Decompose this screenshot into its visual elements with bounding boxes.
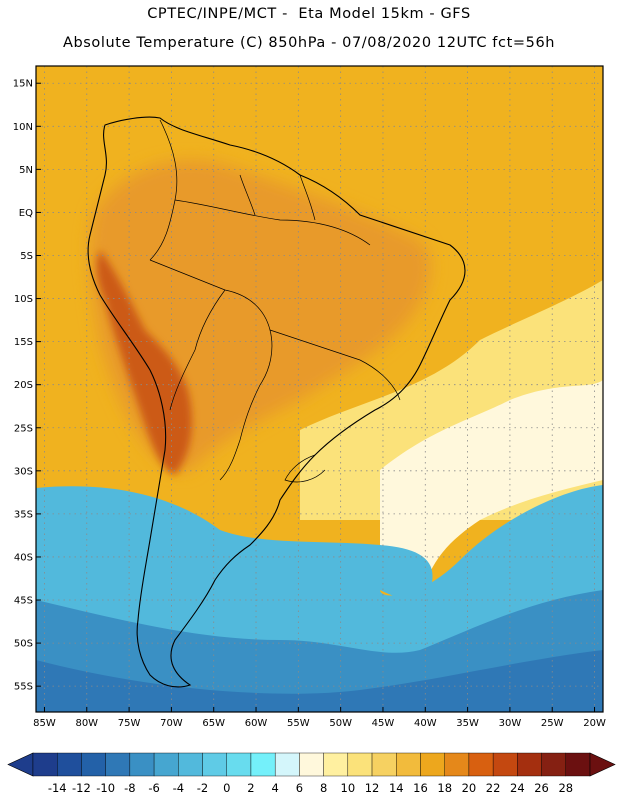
lon-label: 35W bbox=[456, 718, 479, 729]
lat-label: 35S bbox=[14, 509, 33, 520]
colorbar-under-arrow bbox=[7, 752, 34, 777]
lon-label: 65W bbox=[202, 718, 225, 729]
lat-label: 50S bbox=[14, 639, 33, 650]
colorbar-level-label: -6 bbox=[148, 781, 159, 795]
colorbar-level-label: 10 bbox=[341, 781, 356, 795]
colorbar-box bbox=[517, 752, 542, 777]
colorbar-level-label: 26 bbox=[534, 781, 549, 795]
lat-label: 20S bbox=[14, 380, 33, 391]
lon-label: 25W bbox=[541, 718, 564, 729]
lon-label: 50W bbox=[329, 718, 352, 729]
lon-label: 30W bbox=[499, 718, 522, 729]
colorbar-box bbox=[57, 752, 82, 777]
colorbar: -14 -12 -10 -8 -6 -4 -2 0 2 4 6 8 10 12 14 16 18 20 22 24 26… bbox=[7, 752, 616, 795]
colorbar-box bbox=[32, 752, 58, 777]
colorbar-level-label: 22 bbox=[486, 781, 501, 795]
colorbar-level-label: -8 bbox=[124, 781, 135, 795]
colorbar-box bbox=[226, 752, 252, 777]
lon-label: 85W bbox=[33, 718, 56, 729]
title-line-1: CPTEC/INPE/MCT - Eta Model 15km - GFS bbox=[147, 6, 471, 22]
colorbar-box bbox=[444, 752, 470, 777]
temperature-field bbox=[36, 66, 603, 712]
colorbar-level-label: 28 bbox=[558, 781, 573, 795]
lat-label: 10N bbox=[13, 122, 33, 133]
field-pale-band bbox=[380, 380, 603, 600]
lon-label: 80W bbox=[75, 718, 98, 729]
colorbar-level-label: 24 bbox=[510, 781, 525, 795]
lon-label: 60W bbox=[245, 718, 268, 729]
lat-label: 5N bbox=[19, 165, 33, 176]
colorbar-boxes bbox=[7, 752, 616, 777]
colorbar-box bbox=[105, 752, 131, 777]
colorbar-over-arrow bbox=[589, 752, 616, 777]
title-line-2: Absolute Temperature (C) 850hPa - 07/08/… bbox=[62, 35, 556, 51]
lon-label: 55W bbox=[287, 718, 310, 729]
colorbar-level-label: -12 bbox=[72, 781, 91, 795]
colorbar-box bbox=[396, 752, 421, 777]
colorbar-box bbox=[299, 752, 324, 777]
colorbar-box bbox=[153, 752, 179, 777]
colorbar-box bbox=[129, 752, 155, 777]
colorbar-labels: -14 -12 -10 -8 -6 -4 -2 0 2 4 6 8 10 12 14 16 18 20 22 24 26… bbox=[48, 781, 573, 795]
colorbar-level-label: 6 bbox=[296, 781, 303, 795]
latitude-labels: 15N 10N 5N EQ 5S 10S 15S 20S 25S 30S 35S 40S 45S 50S 5… bbox=[13, 79, 41, 693]
lat-label: 45S bbox=[14, 596, 33, 607]
lon-label: 75W bbox=[118, 718, 141, 729]
lon-label: 20W bbox=[583, 718, 606, 729]
lat-label: 15S bbox=[14, 337, 33, 348]
south-america-coastline bbox=[87, 116, 466, 688]
colorbar-box bbox=[178, 752, 203, 777]
colorbar-box bbox=[371, 752, 397, 777]
lat-label: 10S bbox=[14, 294, 33, 305]
colorbar-level-label: 8 bbox=[320, 781, 327, 795]
lat-label: 25S bbox=[14, 423, 33, 434]
colorbar-level-label: -4 bbox=[173, 781, 184, 795]
colorbar-level-label: -10 bbox=[96, 781, 115, 795]
colorbar-level-label: 16 bbox=[413, 781, 428, 795]
field-cold-deep bbox=[36, 650, 603, 712]
lat-label: EQ bbox=[19, 208, 33, 219]
graticule bbox=[36, 66, 603, 712]
colorbar-level-label: -2 bbox=[197, 781, 208, 795]
colorbar-level-label: 4 bbox=[272, 781, 279, 795]
lat-label: 15N bbox=[13, 79, 33, 90]
colorbar-box bbox=[565, 752, 591, 777]
plot-frame bbox=[35, 65, 604, 713]
colorbar-level-label: 20 bbox=[462, 781, 477, 795]
lat-label: 55S bbox=[14, 682, 33, 693]
colorbar-box bbox=[541, 752, 566, 777]
longitude-labels: 85W 80W 75W 70W 65W 60W 55W 50W 45W 40W 35W 30W 25W 2… bbox=[33, 707, 606, 729]
colorbar-box bbox=[202, 752, 227, 777]
lon-label: 40W bbox=[414, 718, 437, 729]
colorbar-box bbox=[420, 752, 445, 777]
colorbar-box bbox=[492, 752, 518, 777]
colorbar-level-label: 18 bbox=[437, 781, 452, 795]
lat-label: 30S bbox=[14, 466, 33, 477]
lat-label: 5S bbox=[20, 251, 33, 262]
field-andes-hot bbox=[96, 250, 192, 475]
colorbar-level-label: 0 bbox=[223, 781, 230, 795]
colorbar-box bbox=[81, 752, 106, 777]
colorbar-box bbox=[274, 752, 300, 777]
colorbar-level-label: -14 bbox=[48, 781, 67, 795]
colorbar-level-label: 14 bbox=[389, 781, 404, 795]
colorbar-box bbox=[323, 752, 349, 777]
lon-label: 45W bbox=[372, 718, 395, 729]
lat-label: 40S bbox=[14, 552, 33, 563]
colorbar-level-label: 2 bbox=[247, 781, 254, 795]
colorbar-box bbox=[468, 752, 494, 777]
colorbar-box bbox=[250, 752, 276, 777]
lon-label: 70W bbox=[160, 718, 183, 729]
colorbar-level-label: 12 bbox=[365, 781, 380, 795]
colorbar-box bbox=[347, 752, 373, 777]
country-borders bbox=[149, 119, 401, 483]
